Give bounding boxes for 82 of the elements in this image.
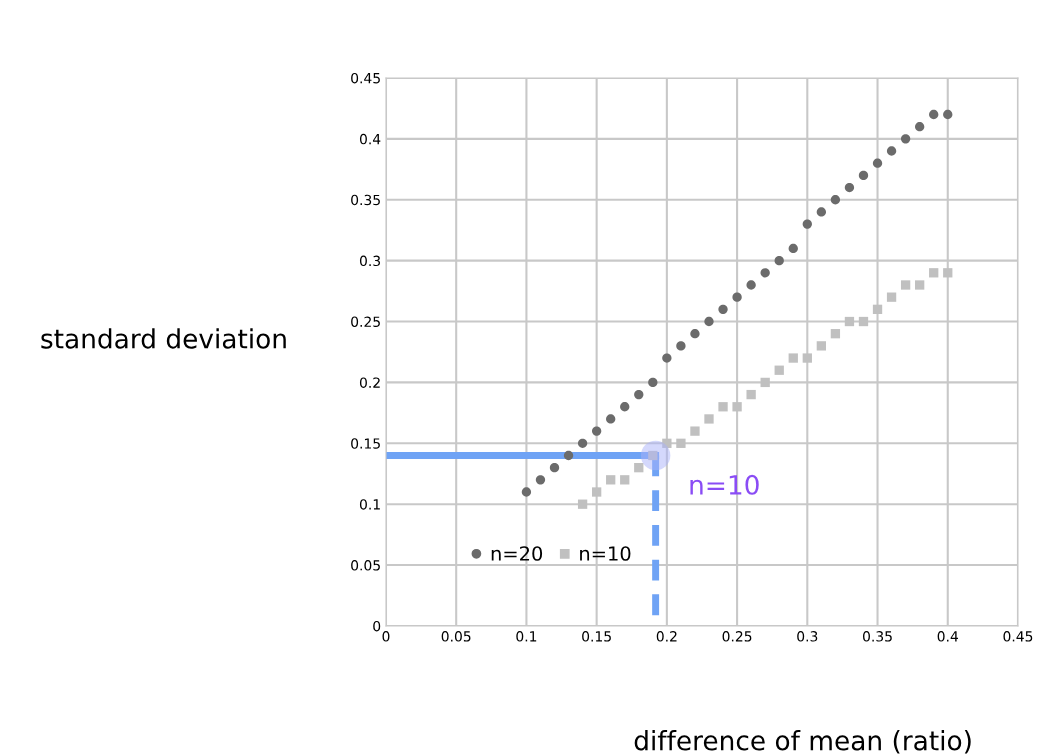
point [634,463,644,473]
point [830,195,841,205]
point [788,353,798,363]
point [774,255,784,266]
point [816,207,827,217]
point [774,365,784,375]
y-tick-label: 0.4 [359,133,381,145]
point [844,182,855,193]
point [788,243,798,254]
y-tick-label: 0.45 [351,72,380,84]
point [929,109,939,120]
point [591,487,602,497]
point [591,426,602,436]
point [872,304,883,314]
point [690,426,700,436]
x-tick-label: 0.45 [1003,631,1033,642]
point [606,414,616,424]
point [563,450,574,461]
x-tick-label: 0.35 [862,631,892,642]
point [858,316,869,327]
y-tick-label: 0.2 [359,377,380,388]
point [858,170,869,181]
x-tick-label: 0.15 [582,631,611,642]
point [746,389,756,400]
point [634,389,644,400]
x-tick-label: 0.1 [516,631,537,642]
point [676,341,686,351]
point [760,377,770,388]
point [760,268,770,278]
x-axis-title: difference of mean (ratio) [634,730,971,754]
point [718,402,728,412]
x-tick-label: 0.2 [656,631,677,642]
point [606,475,616,485]
point [577,438,588,448]
y-tick-label: 0 [373,620,381,632]
point [830,329,841,339]
point [704,414,714,424]
y-tick-label: 0.25 [351,316,380,327]
point [844,316,855,327]
x-tick-label: 0.25 [722,631,752,642]
point [732,292,742,302]
point [718,304,728,314]
point [929,268,939,278]
y-axis-title: standard deviation [41,328,286,349]
point [943,109,953,120]
point [620,475,630,485]
point [915,280,925,290]
point [886,146,897,156]
y-tick-label: 0.1 [359,499,380,510]
y-tick-label: 0.05 [351,560,380,571]
y-tick-label: 0.35 [351,194,380,206]
point [816,341,827,351]
point [872,158,883,168]
point [521,487,532,497]
point [732,402,742,412]
annotation: n=10 [690,474,759,495]
x-tick-label: 0.4 [937,631,959,642]
point [900,134,911,144]
point [886,292,897,302]
point [535,475,546,485]
y-tick-label: 0.15 [351,438,380,449]
point [915,122,925,132]
point [648,377,658,388]
point [662,353,672,363]
point [746,280,756,290]
point [577,499,588,509]
point [676,438,686,448]
x-tick-label: 0.3 [797,631,818,642]
x-tick-label: 0 [382,631,390,642]
point [900,280,911,290]
point [802,219,812,229]
point [943,268,953,278]
point [704,316,714,327]
point [690,329,700,339]
y-tick-label: 0.3 [359,255,381,267]
x-tick-label: 0.05 [441,631,471,642]
point [802,353,812,363]
legend-label: n=10 [580,546,631,561]
point [620,402,630,412]
legend-label: n=20 [491,546,543,561]
point [549,463,560,473]
point [662,438,672,448]
